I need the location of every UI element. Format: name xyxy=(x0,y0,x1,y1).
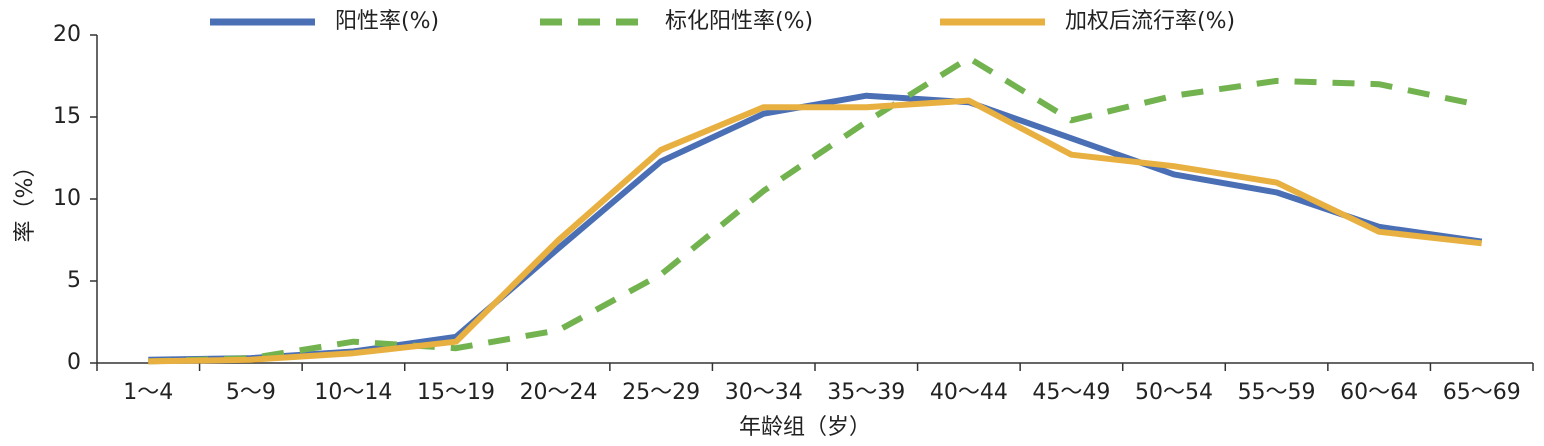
y-tick-label: 10 xyxy=(53,186,81,211)
x-tick-label: 25～29 xyxy=(622,380,700,405)
x-tick-label: 60～64 xyxy=(1340,380,1418,405)
legend-label: 阳性率(%) xyxy=(335,9,439,34)
x-tick-label: 35～39 xyxy=(827,380,905,405)
x-tick-label: 1～4 xyxy=(123,380,173,405)
legend-label: 标化阳性率(%) xyxy=(665,9,813,34)
x-tick-label: 65～69 xyxy=(1443,380,1521,405)
x-tick-label: 30～34 xyxy=(725,380,803,405)
x-tick-label: 50～54 xyxy=(1135,380,1213,405)
x-tick-label: 55～59 xyxy=(1238,380,1316,405)
series-line xyxy=(148,92,1483,363)
x-axis-label: 年龄组（岁） xyxy=(739,415,871,440)
x-tick-label: 45～49 xyxy=(1032,380,1110,405)
x-tick-label: 20～24 xyxy=(520,380,598,405)
y-axis-label: 率（%） xyxy=(13,156,38,243)
x-tick-label: 40～44 xyxy=(930,380,1008,405)
legend-label: 加权后流行率(%) xyxy=(1065,9,1235,34)
series-line xyxy=(148,97,1483,365)
y-tick-label: 20 xyxy=(53,22,81,47)
series-line xyxy=(148,55,1483,365)
x-tick-label: 10～14 xyxy=(314,380,392,405)
y-tick-label: 15 xyxy=(53,104,81,129)
x-tick-label: 5～9 xyxy=(226,380,276,405)
y-tick-label: 0 xyxy=(67,350,81,375)
y-tick-label: 5 xyxy=(67,268,81,293)
x-tick-label: 15～19 xyxy=(417,380,495,405)
